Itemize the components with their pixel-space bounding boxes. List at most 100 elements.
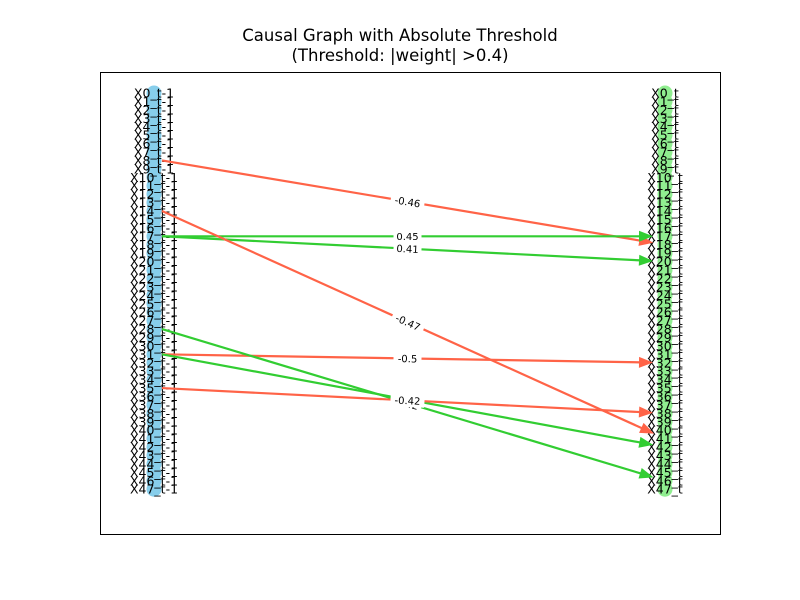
current-node-label: X47_t [647,482,683,497]
lagged-node-label: X8_t-1 [134,153,174,168]
edge-weight-label: -0.5 [393,351,422,366]
lagged-node-label: X46_t-1 [130,473,178,488]
current-node [657,481,673,497]
lagged-node-label: X20_t-1 [130,254,178,269]
edge-arrowhead [638,356,654,368]
current-node-label: X11_t [647,178,683,193]
current-node-label: X21_t [647,263,683,278]
current-node-label: X27_t [647,313,683,328]
edge-label-background [393,351,422,366]
current-node-label: X38_t [647,406,683,421]
current-node-label: X41_t [647,431,683,446]
current-node-label: X3_t [651,111,679,126]
current-node-label: X0_t [651,86,679,101]
current-node-label: X24_t [647,288,683,303]
lagged-node-label: X21_t-1 [130,263,178,278]
edge-label-text: -0.42 [394,396,420,408]
edge-label-background [389,309,427,336]
current-node-label: X35_t [647,381,683,396]
current-node-label: X45_t [647,465,683,480]
current-node-label: X10_t [647,170,683,185]
lagged-node-label: X4_t-1 [134,119,174,134]
lagged-node-label: X31_t-1 [130,347,178,362]
current-node-label: X6_t [651,136,679,151]
lagged-node-label: X5_t-1 [134,128,174,143]
current-node-label: X12_t [647,187,683,202]
current-node-label: X29_t [647,330,683,345]
current-node-label: X19_t [647,246,683,261]
lagged-node-label: X34_t-1 [130,372,178,387]
lagged-node-label: X15_t-1 [130,212,178,227]
chart-title: Causal Graph with Absolute Threshold (Th… [0,26,800,66]
current-node-label: X30_t [647,338,683,353]
plot-frame [100,72,721,535]
current-node-label: X40_t [647,423,683,438]
lagged-node-label: X9_t-1 [134,161,174,176]
lagged-node-label: X27_t-1 [130,313,178,328]
current-node-label: X34_t [647,372,683,387]
lagged-node-label: X3_t-1 [134,111,174,126]
lagged-node-label: X44_t-1 [130,456,178,471]
current-node-label: X37_t [647,397,683,412]
current-node-label: X1_t [651,94,679,109]
lagged-node-label: X14_t-1 [130,204,178,219]
lagged-node-label: X30_t-1 [130,338,178,353]
lagged-node-label: X42_t-1 [130,440,178,455]
lagged-node-label: X41_t-1 [130,431,178,446]
lagged-node-label: X11_t-1 [130,178,178,193]
lagged-node-label: X12_t-1 [130,187,178,202]
current-node-label: X15_t [647,212,683,227]
lagged-node-column: X0_t-1X1_t-1X2_t-1X3_t-1X4_t-1X5_t-1X6_t… [130,85,178,497]
title-line-1: Causal Graph with Absolute Threshold [242,26,558,45]
lagged-node-label: X1_t-1 [134,94,174,109]
edge-weight-label: 0.41 [393,241,422,256]
edge-label-text: -0.46 [394,195,421,210]
lagged-node-label: X28_t-1 [130,322,178,337]
current-node-label: X2_t [651,102,679,117]
current-node-column: X0_tX1_tX2_tX3_tX4_tX5_tX6_tX7_tX8_tX9_t… [647,85,683,497]
edge-label-background [390,393,425,408]
current-node-label: X16_t [647,220,683,235]
edge-arrowhead [639,230,653,242]
current-node-label: X25_t [647,296,683,311]
edge-label-background [393,241,422,256]
lagged-node-label: X17_t-1 [130,229,178,244]
edge-arrowhead [638,436,654,448]
title-line-2: (Threshold: |weight| >0.4) [291,46,509,65]
lagged-node [146,481,162,497]
edge-label-text: 0.45 [396,232,418,243]
current-node-label: X28_t [647,322,683,337]
lagged-node-label: X19_t-1 [130,246,178,261]
current-node-label: X17_t [647,229,683,244]
lagged-node-label: X24_t-1 [130,288,178,303]
lagged-node-label: X2_t-1 [134,102,174,117]
current-node-label: X23_t [647,279,683,294]
lagged-node-label: X0_t-1 [134,86,174,101]
lagged-node-label: X37_t-1 [130,397,178,412]
edge-weight-label: -0.47 [389,309,427,336]
edge-weight-label: 0.45 [393,229,422,243]
lagged-node-label: X33_t-1 [130,364,178,379]
current-node-label: X8_t [651,153,679,168]
current-node-label: X46_t [647,473,683,488]
lagged-node-label: X25_t-1 [130,296,178,311]
lagged-node-label: X38_t-1 [130,406,178,421]
current-node-label: X44_t [647,456,683,471]
edge-arrowhead [638,254,654,266]
current-node-label: X5_t [651,128,679,143]
edge-weight-label: -0.42 [390,393,425,408]
edge-label-background [389,192,426,211]
edge-label-background [393,229,422,243]
current-node-label: X26_t [647,305,683,320]
lagged-node-label: X45_t-1 [130,465,178,480]
current-node-label: X18_t [647,237,683,252]
edge-arrowhead [639,422,655,434]
current-node-label: X36_t [647,389,683,404]
edge-arrowhead [638,406,654,418]
lagged-node-label: X18_t-1 [130,237,178,252]
lagged-node-label: X43_t-1 [130,448,178,463]
lagged-node-label: X16_t-1 [130,220,178,235]
lagged-node-label: X7_t-1 [134,145,174,160]
lagged-node-label: X29_t-1 [130,330,178,345]
lagged-node-label: X36_t-1 [130,389,178,404]
